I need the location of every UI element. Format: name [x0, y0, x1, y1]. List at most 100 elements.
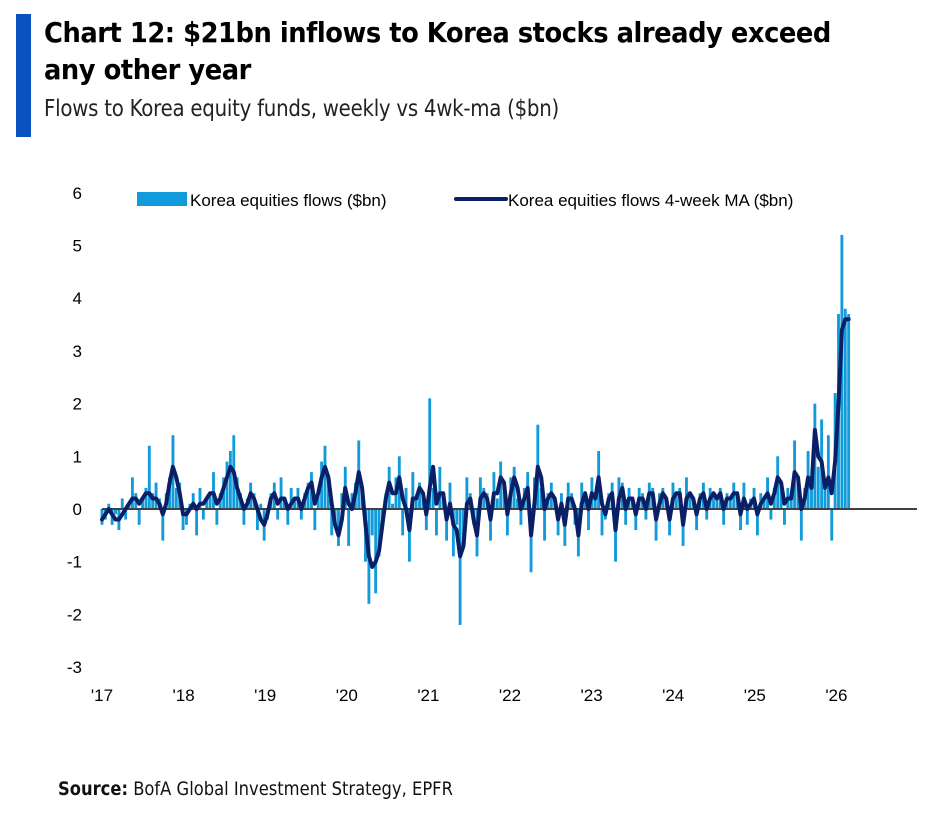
flow-bar [306, 482, 310, 509]
flow-bar [330, 509, 334, 536]
flow-bar [560, 493, 563, 509]
flow-bar [668, 509, 672, 536]
flow-bar [377, 509, 381, 557]
flow-bar [316, 493, 320, 509]
y-tick-label: 3 [73, 342, 82, 361]
flow-bar [276, 509, 280, 520]
flow-bar [411, 472, 415, 509]
flow-bar [289, 487, 293, 509]
flow-bar [185, 509, 188, 525]
flow-bar [600, 509, 604, 536]
flow-bar [843, 308, 847, 509]
flow-bar [495, 498, 499, 509]
legend-label-ma: Korea equities flows 4-week MA ($bn) [508, 191, 793, 210]
x-tick-label: '19 [254, 686, 276, 705]
y-axis: 6 5 4 3 2 1 0 -1 -2 -3 [67, 184, 82, 677]
flow-bar [823, 487, 827, 509]
y-tick-label: 1 [73, 447, 82, 466]
y-tick-label: 0 [73, 500, 82, 519]
flow-bar [755, 509, 759, 536]
flow-bar [259, 503, 263, 509]
chart-subtitle: Flows to Korea equity funds, weekly vs 4… [44, 96, 559, 122]
flow-bar [810, 482, 813, 509]
flow-bar [783, 509, 786, 525]
chart-title: Chart 12: $21bn inflows to Korea stocks … [44, 16, 831, 86]
flow-bar [445, 509, 449, 541]
flow-bar [370, 509, 374, 536]
flow-bar [593, 498, 597, 509]
flow-bar [695, 509, 699, 531]
x-tick-label: '26 [825, 686, 847, 705]
flow-bar [137, 509, 141, 525]
flow-bar [614, 509, 617, 562]
x-tick-label: '22 [499, 686, 521, 705]
flow-bar [587, 509, 590, 531]
flow-bar [151, 493, 155, 509]
flow-bar [120, 498, 124, 509]
flow-bar [428, 398, 432, 509]
legend-swatch-flows [137, 192, 187, 206]
flow-bar [347, 509, 351, 546]
flow-bar [198, 487, 202, 509]
flow-bar [208, 493, 212, 509]
flow-bar [431, 487, 435, 509]
flow-bar [505, 509, 509, 536]
flow-bar [326, 482, 330, 509]
flow-bar [644, 509, 648, 520]
flow-bar [685, 477, 688, 509]
x-tick-label: '23 [581, 686, 603, 705]
flow-bar [789, 498, 793, 509]
flow-bar [492, 472, 496, 509]
flow-bar [580, 482, 584, 509]
flow-bar [482, 487, 486, 509]
flow-bar [374, 509, 378, 594]
x-tick-label: '17 [91, 686, 113, 705]
flow-bar [323, 445, 327, 509]
flow-bar [391, 503, 394, 509]
flow-bar [722, 509, 726, 525]
flow-bar [212, 472, 215, 509]
flow-bar [816, 466, 820, 509]
flow-bar [681, 509, 685, 546]
flow-bar [448, 482, 452, 509]
flow-bar [779, 482, 783, 509]
flow-bar [451, 509, 455, 557]
flow-bar [414, 498, 418, 509]
source-label: Source: [58, 778, 128, 800]
legend-label-flows: Korea equities flows ($bn) [190, 191, 387, 210]
flow-bar [130, 477, 134, 509]
flow-bar [404, 487, 408, 509]
source-text: BofA Global Investment Strategy, EPFR [133, 778, 453, 800]
flow-bar [215, 509, 219, 525]
flow-bar [255, 509, 259, 531]
flow-bar [556, 509, 560, 536]
flow-bar [688, 493, 692, 509]
flow-bar [566, 482, 570, 509]
y-tick-label: 5 [73, 237, 82, 256]
flow-bar [705, 509, 709, 520]
x-tick-label: '25 [744, 686, 766, 705]
flow-bar [141, 498, 144, 509]
x-tick-label: '18 [173, 686, 195, 705]
flow-bar [529, 509, 533, 573]
flow-bar [830, 509, 834, 541]
flow-bar [205, 498, 209, 509]
flow-bar [242, 509, 246, 525]
flow-bar [293, 498, 297, 509]
flow-bar [435, 509, 438, 536]
flow-bar [674, 493, 678, 509]
title-accent-bar [16, 14, 31, 137]
flow-bar [124, 509, 128, 520]
flow-bar [742, 482, 746, 509]
y-tick-label: -2 [67, 605, 82, 624]
x-tick-label: '20 [336, 686, 358, 705]
flow-bar [826, 435, 830, 509]
flow-bar [107, 503, 111, 509]
flow-bar [543, 509, 547, 541]
flow-bar [401, 509, 405, 536]
y-tick-label: 2 [73, 395, 82, 414]
flow-bar [161, 509, 165, 541]
flow-bar [739, 509, 742, 531]
flow-bar [715, 498, 719, 509]
flow-bar [279, 477, 283, 509]
